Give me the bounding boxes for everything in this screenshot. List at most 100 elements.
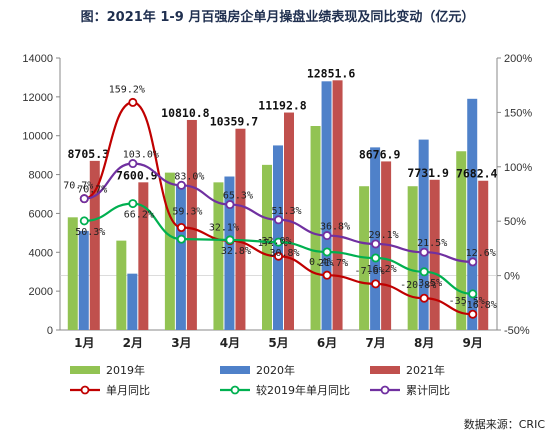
x-axis-tick-label: 5月 bbox=[268, 336, 288, 350]
line-point bbox=[371, 239, 381, 249]
line-data-label: 66.2% bbox=[124, 210, 154, 221]
legend-marker bbox=[80, 385, 90, 395]
legend-marker bbox=[230, 385, 240, 395]
line-data-label: 16.2% bbox=[367, 264, 397, 275]
y-axis-tick-label: 12000 bbox=[22, 92, 53, 104]
line-point bbox=[128, 97, 138, 107]
bar bbox=[213, 182, 224, 330]
line-data-label: 32.1% bbox=[209, 223, 239, 234]
legend-swatch bbox=[370, 366, 400, 374]
line-data-label: 32.0% bbox=[261, 236, 291, 247]
line-data-label: 83.0% bbox=[174, 171, 204, 182]
line-point bbox=[176, 223, 186, 233]
y-axis-tick-label: 8000 bbox=[29, 170, 53, 182]
bar-value-label: 12851.6 bbox=[307, 66, 356, 80]
bar-value-label: 10810.8 bbox=[161, 106, 210, 120]
x-axis-tick-label: 4月 bbox=[220, 336, 240, 350]
y-axis-tick-label: 0 bbox=[47, 325, 53, 337]
line-point bbox=[273, 237, 283, 247]
bar bbox=[116, 240, 127, 330]
y-axis-tick-label: 4000 bbox=[29, 247, 53, 259]
bar-value-label: 7731.9 bbox=[407, 166, 449, 180]
bar-value-label: 7600.9 bbox=[116, 168, 158, 182]
chart-title: 图：2021年 1-9 月百强房企单月操盘业绩表现及同比变动（亿元） bbox=[80, 10, 475, 25]
line-point bbox=[322, 231, 332, 241]
y-axis-tick-label: 14000 bbox=[22, 53, 53, 65]
legend-swatch bbox=[220, 366, 250, 374]
bar bbox=[78, 230, 89, 330]
y-axis-tick-label: 2000 bbox=[29, 286, 53, 298]
line-data-label: 21.7% bbox=[318, 258, 348, 269]
line-point bbox=[79, 216, 89, 226]
bar bbox=[418, 139, 429, 330]
line-point bbox=[371, 279, 381, 289]
bar-value-label: 11192.8 bbox=[258, 99, 307, 113]
x-axis-tick-label: 1月 bbox=[74, 336, 94, 350]
bar-value-label: 8676.9 bbox=[359, 147, 401, 161]
line-data-label: 36.8% bbox=[320, 222, 350, 233]
legend-label: 累计同比 bbox=[406, 384, 450, 397]
bar bbox=[164, 172, 175, 330]
legend-label: 2021年 bbox=[406, 363, 445, 377]
y2-axis-tick-label: 150% bbox=[504, 107, 532, 119]
line-point bbox=[322, 247, 332, 257]
line-data-label: 3.5% bbox=[418, 278, 442, 289]
line-data-label: 70.7% bbox=[77, 185, 107, 196]
line-point bbox=[225, 200, 235, 210]
y2-axis-tick-label: 100% bbox=[504, 162, 532, 174]
y-axis-tick-label: 6000 bbox=[29, 208, 53, 220]
bar bbox=[429, 179, 440, 330]
line-data-label: -20.8% bbox=[400, 280, 436, 291]
bar bbox=[407, 186, 418, 330]
line-point bbox=[128, 199, 138, 209]
line-data-label: 29.1% bbox=[369, 230, 399, 241]
legend-label: 单月同比 bbox=[106, 384, 150, 397]
line-point bbox=[273, 251, 283, 261]
bar bbox=[310, 126, 321, 330]
line-data-label: 50.3% bbox=[75, 227, 105, 238]
bar bbox=[467, 98, 478, 330]
source-note: 数据来源：CRIC bbox=[463, 418, 545, 431]
bar-value-label: 7682.4 bbox=[456, 167, 498, 181]
legend-swatch bbox=[70, 366, 100, 374]
line-data-label: 21.5% bbox=[417, 238, 447, 249]
bar bbox=[478, 180, 489, 330]
line-point bbox=[176, 234, 186, 244]
bar-value-label: 8705.3 bbox=[68, 147, 110, 161]
line-data-label: 30.8% bbox=[269, 248, 299, 259]
x-axis-tick-label: 7月 bbox=[365, 336, 385, 350]
line-point bbox=[419, 267, 429, 277]
bar bbox=[370, 147, 381, 330]
line-data-label: 17.8% bbox=[257, 238, 287, 249]
legend-label: 2020年 bbox=[256, 363, 295, 377]
bar bbox=[127, 273, 138, 330]
x-axis-tick-label: 2月 bbox=[123, 336, 143, 350]
bar bbox=[89, 160, 100, 330]
x-axis-tick-label: 9月 bbox=[463, 336, 483, 350]
line-point bbox=[322, 270, 332, 280]
line-point bbox=[468, 309, 478, 319]
bar-value-label: 10359.7 bbox=[210, 115, 259, 129]
bar bbox=[67, 217, 78, 330]
line-point bbox=[371, 253, 381, 263]
line-data-label: 59.3% bbox=[172, 207, 202, 218]
line-data-label: -7.6% bbox=[355, 266, 385, 277]
legend-marker bbox=[380, 385, 390, 395]
x-axis-tick-label: 8月 bbox=[414, 336, 434, 350]
bar bbox=[186, 119, 197, 330]
bar bbox=[332, 80, 343, 331]
line-point bbox=[273, 215, 283, 225]
y-axis-tick-label: 10000 bbox=[22, 131, 53, 143]
line-point bbox=[468, 257, 478, 267]
x-axis-tick-label: 6月 bbox=[317, 336, 337, 350]
line-data-label: 159.2% bbox=[109, 84, 145, 95]
bar bbox=[321, 81, 332, 330]
line-data-label: 65.3% bbox=[223, 191, 253, 202]
bar bbox=[224, 176, 235, 330]
line-data-label: 32.8% bbox=[221, 246, 251, 257]
line-point bbox=[79, 194, 89, 204]
bar bbox=[235, 128, 246, 330]
line-point bbox=[176, 180, 186, 190]
